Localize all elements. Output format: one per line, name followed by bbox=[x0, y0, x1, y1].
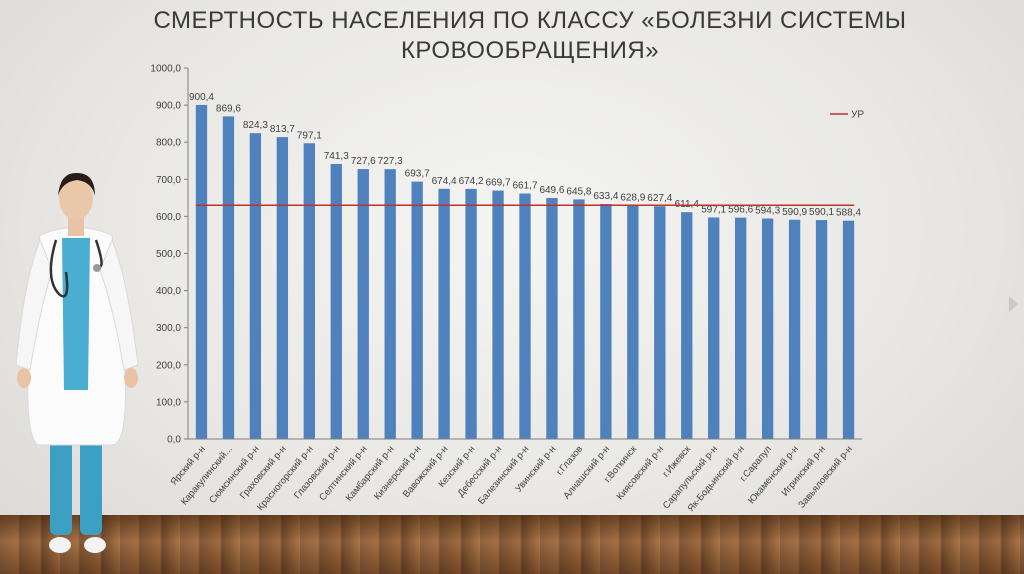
bar-value-label: 669,7 bbox=[486, 178, 511, 189]
y-tick-label: 1000,0 bbox=[150, 64, 181, 75]
y-tick-label: 100,0 bbox=[156, 397, 181, 408]
bar-value-label: 661,7 bbox=[512, 181, 537, 192]
bar-value-label: 628,9 bbox=[620, 193, 645, 204]
bar bbox=[546, 197, 558, 439]
bar bbox=[276, 137, 289, 439]
bar-value-label: 627,4 bbox=[647, 193, 672, 204]
bar-value-label: 633,4 bbox=[593, 191, 618, 202]
wood-floor bbox=[0, 515, 1024, 574]
bar bbox=[195, 104, 208, 439]
bar bbox=[222, 116, 235, 439]
category-label: Селтинский р-н bbox=[317, 444, 369, 503]
bar-value-label: 594,3 bbox=[755, 206, 780, 217]
bar bbox=[573, 199, 585, 439]
bar-value-label: 727,6 bbox=[351, 156, 376, 167]
y-tick-label: 400,0 bbox=[156, 286, 181, 297]
bar-value-label: 869,6 bbox=[216, 103, 241, 114]
bar bbox=[492, 190, 504, 439]
bar-value-label: 649,6 bbox=[539, 185, 564, 196]
legend-label: УР bbox=[851, 110, 864, 121]
bar-value-label: 727,3 bbox=[378, 156, 403, 167]
bar bbox=[519, 193, 531, 439]
y-tick-label: 700,0 bbox=[156, 175, 181, 186]
bar bbox=[330, 163, 342, 439]
bar-value-label: 590,1 bbox=[809, 207, 834, 218]
slide-title: СМЕРТНОСТЬ НАСЕЛЕНИЯ ПО КЛАССУ «БОЛЕЗНИ … bbox=[153, 7, 907, 64]
bar-value-label: 674,4 bbox=[432, 176, 457, 187]
bar-value-label: 590,9 bbox=[782, 207, 807, 218]
y-tick-label: 600,0 bbox=[156, 212, 181, 223]
bar bbox=[438, 188, 450, 439]
bar-value-label: 645,8 bbox=[566, 186, 591, 197]
bar bbox=[357, 169, 369, 439]
next-slide-arrow-icon[interactable] bbox=[1009, 296, 1018, 312]
doctor-figure bbox=[15, 172, 139, 553]
bar bbox=[600, 204, 612, 439]
y-tick-label: 300,0 bbox=[156, 323, 181, 334]
bar-value-label: 741,3 bbox=[324, 151, 349, 162]
bar-value-label: 813,7 bbox=[270, 124, 295, 135]
bar-value-label: 824,3 bbox=[243, 120, 268, 131]
y-tick-label: 900,0 bbox=[156, 101, 181, 112]
category-label: Камбарский р-н bbox=[344, 444, 397, 504]
bar-value-label: 797,1 bbox=[297, 130, 322, 141]
y-tick-label: 0,0 bbox=[167, 435, 181, 446]
bar-value-label: 900,4 bbox=[189, 92, 214, 103]
bar bbox=[627, 205, 639, 439]
bar bbox=[384, 169, 396, 440]
bar bbox=[249, 133, 262, 439]
y-tick-label: 800,0 bbox=[156, 138, 181, 149]
y-tick-label: 500,0 bbox=[156, 249, 181, 260]
bar bbox=[788, 219, 801, 439]
bar bbox=[681, 212, 693, 439]
bar-value-label: 596,6 bbox=[728, 205, 753, 216]
bar bbox=[303, 143, 315, 440]
y-tick-label: 200,0 bbox=[156, 360, 181, 371]
bar-value-label: 693,7 bbox=[405, 169, 430, 180]
bar bbox=[815, 220, 828, 439]
bar-value-label: 588,4 bbox=[836, 208, 861, 219]
bar bbox=[411, 181, 423, 439]
bar bbox=[465, 188, 477, 439]
bar bbox=[842, 220, 855, 439]
bar bbox=[761, 218, 774, 439]
bar bbox=[654, 206, 666, 439]
bar-value-label: 597,1 bbox=[701, 204, 726, 215]
bar bbox=[735, 217, 747, 439]
bar-value-label: 674,2 bbox=[459, 176, 484, 187]
bar bbox=[708, 217, 720, 439]
